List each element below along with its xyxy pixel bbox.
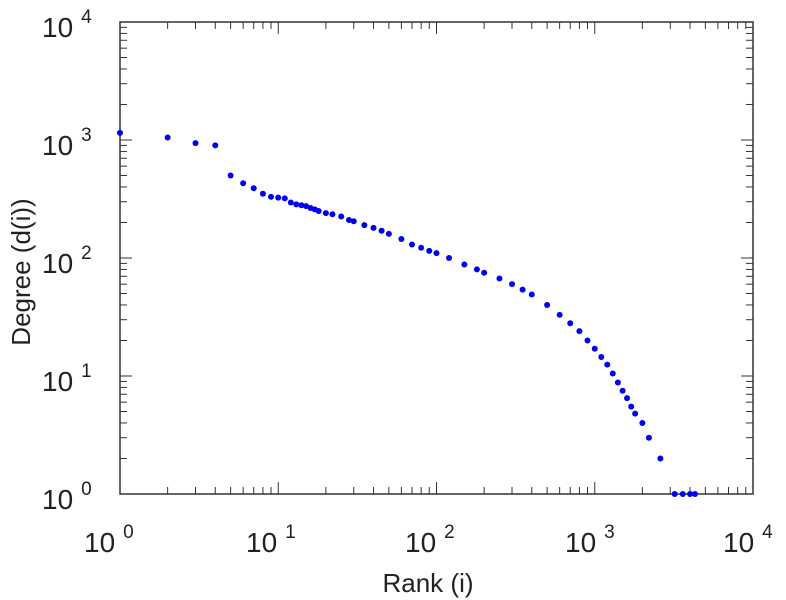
y-tick-0-base: 10 <box>42 484 73 515</box>
x-tick-2-base: 10 <box>405 527 436 558</box>
data-point <box>446 255 453 261</box>
data-point <box>645 434 652 441</box>
x-tick-2-exp: 2 <box>444 522 455 543</box>
data-point <box>604 361 611 368</box>
data-point <box>598 353 605 360</box>
x-tick-labels: 10 0 10 1 10 2 10 3 10 4 <box>84 522 773 558</box>
data-point <box>619 387 626 394</box>
y-tick-label-1: 10 1 <box>42 361 92 397</box>
data-point <box>567 320 574 327</box>
data-point <box>361 222 368 229</box>
data-point <box>227 172 234 179</box>
y-tick-labels: 10 0 10 1 10 2 10 3 10 4 <box>42 7 92 515</box>
y-axis-label: Degree (d(i)) <box>6 198 36 345</box>
y-tick-1-exp: 1 <box>81 361 92 382</box>
x-tick-label-3: 10 3 <box>565 522 615 558</box>
x-tick-label-2: 10 2 <box>405 522 455 558</box>
y-tick-4-exp: 4 <box>81 7 92 28</box>
x-axis-label: Rank (i) <box>382 568 473 598</box>
data-point <box>385 230 392 237</box>
data-point <box>250 185 257 192</box>
data-point <box>408 241 415 248</box>
data-point <box>350 218 357 225</box>
data-point <box>679 491 686 497</box>
data-point <box>293 201 300 208</box>
data-point <box>329 211 336 218</box>
x-tick-label-1: 10 1 <box>246 522 296 558</box>
data-point <box>691 491 698 497</box>
y-tick-label-3: 10 3 <box>42 125 92 161</box>
x-tick-0-base: 10 <box>84 527 115 558</box>
y-tick-4-base: 10 <box>42 12 73 43</box>
y-tick-3-base: 10 <box>42 130 73 161</box>
tick-marks <box>119 22 753 495</box>
data-point <box>584 337 591 344</box>
data-point <box>609 370 616 377</box>
data-point <box>544 301 551 308</box>
data-point <box>398 235 405 242</box>
data-point <box>275 194 282 201</box>
data-point <box>287 199 294 206</box>
data-point <box>591 345 598 352</box>
x-tick-4-exp: 4 <box>762 522 773 543</box>
data-point <box>281 195 288 202</box>
y-tick-2-exp: 2 <box>81 243 92 264</box>
y-tick-label-0: 10 0 <box>42 479 92 515</box>
plot-frame <box>119 21 754 495</box>
y-tick-label-4: 10 4 <box>42 7 92 43</box>
data-point <box>117 129 123 136</box>
data-point <box>481 269 488 276</box>
data-point <box>378 227 385 234</box>
data-point <box>418 244 425 251</box>
data-point <box>240 180 247 187</box>
y-tick-3-exp: 3 <box>81 125 92 146</box>
x-tick-1-exp: 1 <box>285 522 296 543</box>
data-point <box>433 250 440 257</box>
x-tick-3-base: 10 <box>565 527 596 558</box>
data-point <box>519 286 526 293</box>
data-point <box>628 403 635 410</box>
data-point <box>426 247 433 254</box>
y-tick-1-base: 10 <box>42 366 73 397</box>
x-tick-3-exp: 3 <box>604 522 615 543</box>
y-tick-2-base: 10 <box>42 248 73 279</box>
data-point <box>639 419 646 426</box>
y-tick-label-2: 10 2 <box>42 243 92 279</box>
data-point <box>624 395 631 402</box>
data-point <box>657 455 664 462</box>
data-point <box>528 291 535 298</box>
data-point <box>259 190 266 197</box>
data-point <box>671 491 678 497</box>
data-point <box>164 134 171 141</box>
data-point <box>298 202 305 209</box>
x-tick-label-0: 10 0 <box>84 522 134 558</box>
data-point <box>496 275 503 282</box>
data-point <box>556 311 563 318</box>
data-point <box>192 140 199 147</box>
data-point <box>473 266 480 273</box>
data-point <box>322 210 329 217</box>
data-point <box>576 328 583 335</box>
data-point <box>370 224 377 231</box>
data-point <box>268 193 275 200</box>
data-point <box>338 213 345 220</box>
x-tick-0-exp: 0 <box>123 522 134 543</box>
data-point <box>614 379 621 386</box>
data-point <box>687 491 694 497</box>
y-tick-0-exp: 0 <box>81 479 92 500</box>
data-point <box>346 216 353 223</box>
data-point <box>632 410 639 417</box>
data-point <box>461 261 468 268</box>
data-point <box>212 142 219 149</box>
data-point <box>315 208 322 215</box>
x-tick-1-base: 10 <box>246 527 277 558</box>
x-tick-label-4: 10 4 <box>723 522 773 558</box>
data-points <box>117 129 698 497</box>
x-tick-4-base: 10 <box>723 527 754 558</box>
data-point <box>509 281 516 288</box>
